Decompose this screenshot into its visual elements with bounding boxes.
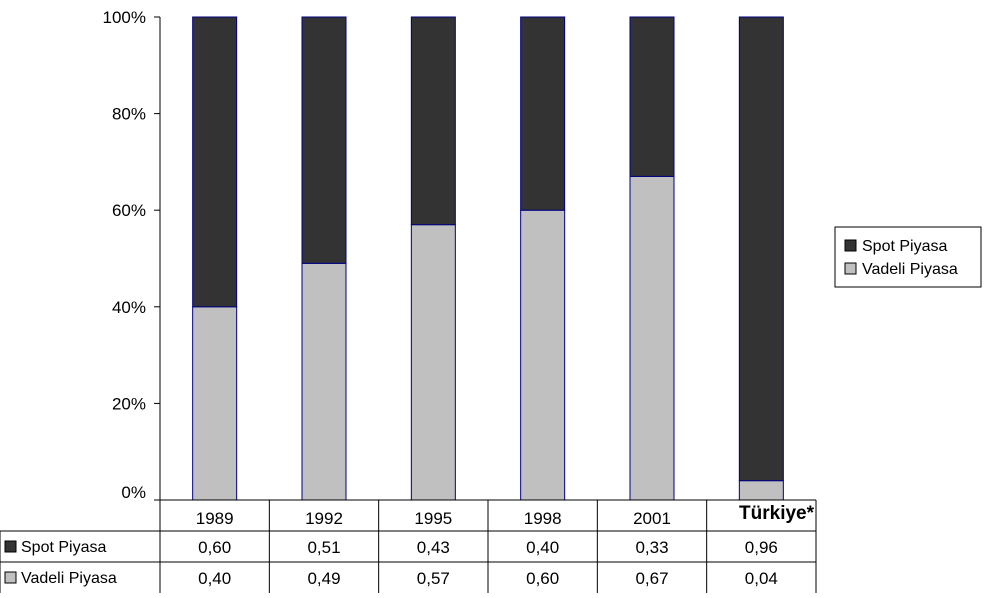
bar-vadeli-1 [301, 262, 347, 501]
table-value-cell: 0,33 [635, 538, 668, 557]
table-series-label: Vadeli Piyasa [21, 570, 117, 587]
y-tick-label: 40% [112, 298, 146, 317]
table-value-cell: 0,51 [307, 538, 340, 557]
x-category-label: Türkiye* [739, 503, 815, 524]
bar-vadeli-0 [192, 306, 238, 501]
table-value-cell: 0,04 [745, 569, 778, 588]
table-series-label: Spot Piyasa [21, 539, 106, 556]
table-value-cell: 0,43 [417, 538, 450, 557]
legend-entry-label: Spot Piyasa [862, 238, 947, 255]
x-category-label: 1992 [305, 509, 343, 528]
table-value-cell: 0,49 [307, 569, 340, 588]
legend-swatch-0 [844, 239, 857, 252]
table-value-cell: 0,96 [745, 538, 778, 557]
table-legend-key-0 [4, 540, 17, 553]
x-category-label: 2001 [633, 509, 671, 528]
y-tick-label: 20% [112, 394, 146, 413]
bar-spot-5 [738, 16, 784, 482]
x-category-label: 1989 [196, 509, 234, 528]
bar-spot-2 [410, 16, 456, 226]
legend-entry-label: Vadeli Piyasa [862, 261, 958, 278]
y-tick-label: 80% [112, 105, 146, 124]
table-value-cell: 0,40 [198, 569, 231, 588]
table-value-cell: 0,40 [526, 538, 559, 557]
bar-vadeli-3 [520, 209, 566, 501]
x-category-label: 1998 [524, 509, 562, 528]
legend-box [834, 226, 982, 288]
table-value-cell: 0,57 [417, 569, 450, 588]
bar-spot-4 [629, 16, 675, 177]
legend-swatch-1 [844, 262, 857, 275]
bar-vadeli-4 [629, 175, 675, 501]
y-tick-label: 100% [103, 8, 146, 27]
y-tick-label: 60% [112, 201, 146, 220]
bar-vadeli-5 [738, 480, 784, 501]
table-value-cell: 0,60 [526, 569, 559, 588]
bar-spot-0 [192, 16, 238, 308]
bar-spot-1 [301, 16, 347, 264]
table-value-cell: 0,60 [198, 538, 231, 557]
table-value-cell: 0,67 [635, 569, 668, 588]
x-category-label: 1995 [414, 509, 452, 528]
bar-vadeli-2 [410, 224, 456, 501]
bar-spot-3 [520, 16, 566, 211]
y-tick-label: 0% [121, 483, 146, 502]
table-legend-key-1 [4, 571, 17, 584]
